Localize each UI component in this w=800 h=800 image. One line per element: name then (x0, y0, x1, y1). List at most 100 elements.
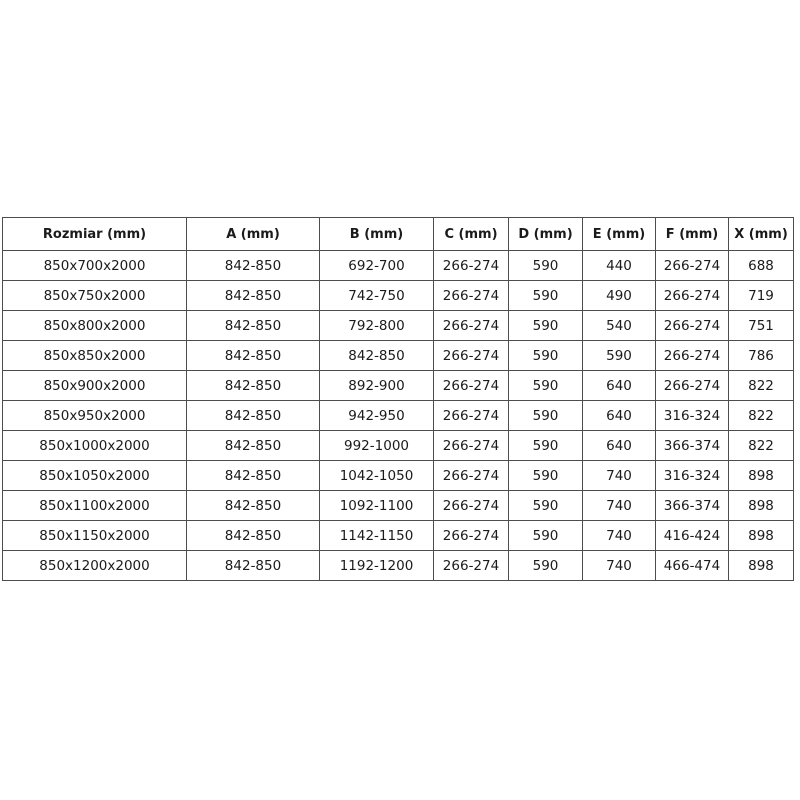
table-cell: 640 (582, 370, 656, 401)
column-header-d: D (mm) (508, 217, 583, 251)
table-row: 850x1200x2000 842-850 1192-1200 266-274 … (2, 550, 794, 581)
table-cell: 742-750 (319, 280, 434, 311)
table-cell: 266-274 (433, 250, 509, 281)
table-cell: 640 (582, 430, 656, 461)
table-cell: 786 (728, 340, 794, 371)
table-cell: 590 (508, 340, 583, 371)
table-cell: 266-274 (655, 340, 729, 371)
table-cell: 850x1000x2000 (2, 430, 187, 461)
table-cell: 590 (508, 280, 583, 311)
table-cell: 590 (508, 400, 583, 431)
table-cell: 740 (582, 460, 656, 491)
table-cell: 366-374 (655, 490, 729, 521)
table-cell: 792-800 (319, 310, 434, 341)
column-header-rozmiar: Rozmiar (mm) (2, 217, 187, 251)
table-cell: 266-274 (655, 280, 729, 311)
table-cell: 590 (508, 550, 583, 581)
table-cell: 842-850 (186, 370, 320, 401)
table-cell: 266-274 (433, 550, 509, 581)
table-cell: 266-274 (433, 280, 509, 311)
table-cell: 590 (582, 340, 656, 371)
column-header-b: B (mm) (319, 217, 434, 251)
table-cell: 898 (728, 460, 794, 491)
table-cell: 316-324 (655, 460, 729, 491)
column-header-c: C (mm) (433, 217, 509, 251)
table-cell: 266-274 (433, 460, 509, 491)
table-row: 850x850x2000 842-850 842-850 266-274 590… (2, 340, 794, 371)
table-cell: 266-274 (433, 430, 509, 461)
table-cell: 822 (728, 400, 794, 431)
table-cell: 751 (728, 310, 794, 341)
dimensions-table-container: Rozmiar (mm) A (mm) B (mm) C (mm) D (mm)… (2, 217, 794, 581)
table-cell: 590 (508, 310, 583, 341)
table-cell: 266-274 (433, 340, 509, 371)
table-cell: 842-850 (186, 310, 320, 341)
table-cell: 898 (728, 550, 794, 581)
table-cell: 740 (582, 490, 656, 521)
table-cell: 842-850 (186, 520, 320, 551)
table-cell: 266-274 (655, 250, 729, 281)
table-cell: 850x700x2000 (2, 250, 187, 281)
table-cell: 490 (582, 280, 656, 311)
table-cell: 892-900 (319, 370, 434, 401)
table-cell: 898 (728, 490, 794, 521)
table-cell: 942-950 (319, 400, 434, 431)
table-cell: 590 (508, 370, 583, 401)
table-cell: 590 (508, 250, 583, 281)
table-cell: 842-850 (186, 400, 320, 431)
table-cell: 842-850 (186, 280, 320, 311)
table-row: 850x900x2000 842-850 892-900 266-274 590… (2, 370, 794, 401)
table-cell: 822 (728, 430, 794, 461)
table-cell: 842-850 (186, 430, 320, 461)
table-cell: 316-324 (655, 400, 729, 431)
table-cell: 898 (728, 520, 794, 551)
table-cell: 688 (728, 250, 794, 281)
table-cell: 842-850 (186, 340, 320, 371)
table-cell: 850x850x2000 (2, 340, 187, 371)
table-cell: 1192-1200 (319, 550, 434, 581)
table-cell: 266-274 (655, 370, 729, 401)
table-cell: 850x1100x2000 (2, 490, 187, 521)
table-cell: 1092-1100 (319, 490, 434, 521)
table-cell: 992-1000 (319, 430, 434, 461)
table-cell: 850x1200x2000 (2, 550, 187, 581)
table-cell: 822 (728, 370, 794, 401)
table-cell: 466-474 (655, 550, 729, 581)
table-cell: 266-274 (433, 400, 509, 431)
table-cell: 842-850 (319, 340, 434, 371)
dimensions-table: Rozmiar (mm) A (mm) B (mm) C (mm) D (mm)… (2, 217, 794, 581)
table-cell: 850x750x2000 (2, 280, 187, 311)
table-cell: 266-274 (433, 310, 509, 341)
table-cell: 266-274 (433, 370, 509, 401)
table-cell: 1142-1150 (319, 520, 434, 551)
table-cell: 366-374 (655, 430, 729, 461)
column-header-x: X (mm) (728, 217, 794, 251)
table-cell: 842-850 (186, 250, 320, 281)
table-cell: 719 (728, 280, 794, 311)
column-header-a: A (mm) (186, 217, 320, 251)
table-cell: 842-850 (186, 460, 320, 491)
table-cell: 590 (508, 430, 583, 461)
table-cell: 850x1150x2000 (2, 520, 187, 551)
table-cell: 850x800x2000 (2, 310, 187, 341)
table-cell: 692-700 (319, 250, 434, 281)
table-row: 850x750x2000 842-850 742-750 266-274 590… (2, 280, 794, 311)
table-cell: 842-850 (186, 550, 320, 581)
table-cell: 850x900x2000 (2, 370, 187, 401)
table-cell: 740 (582, 520, 656, 551)
table-cell: 416-424 (655, 520, 729, 551)
table-row: 850x950x2000 842-850 942-950 266-274 590… (2, 400, 794, 431)
table-cell: 440 (582, 250, 656, 281)
table-row: 850x800x2000 842-850 792-800 266-274 590… (2, 310, 794, 341)
table-cell: 1042-1050 (319, 460, 434, 491)
table-cell: 850x1050x2000 (2, 460, 187, 491)
table-cell: 266-274 (433, 520, 509, 551)
table-row: 850x700x2000 842-850 692-700 266-274 590… (2, 250, 794, 281)
table-row: 850x1100x2000 842-850 1092-1100 266-274 … (2, 490, 794, 521)
table-row: 850x1150x2000 842-850 1142-1150 266-274 … (2, 520, 794, 551)
table-cell: 842-850 (186, 490, 320, 521)
table-cell: 590 (508, 520, 583, 551)
column-header-f: F (mm) (655, 217, 729, 251)
table-cell: 266-274 (655, 310, 729, 341)
table-cell: 590 (508, 490, 583, 521)
